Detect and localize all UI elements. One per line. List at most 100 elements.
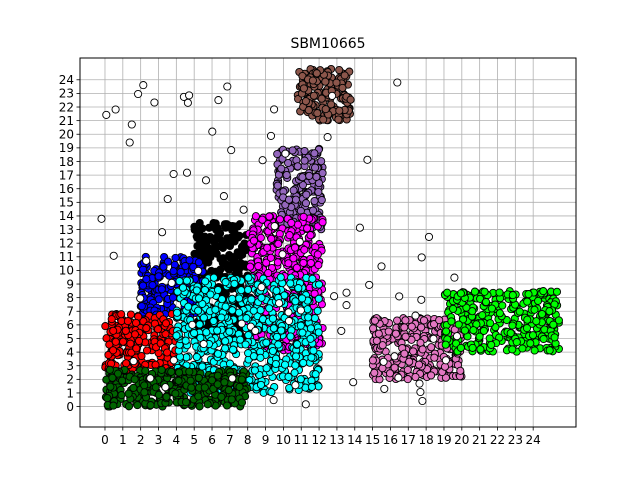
- scatter-point: [154, 390, 163, 399]
- scatter-point: [314, 328, 323, 337]
- scatter-point: [278, 250, 287, 259]
- scatter-point: [183, 98, 192, 107]
- scatter-point: [192, 232, 201, 241]
- scatter-point: [194, 266, 203, 275]
- scatter-point: [308, 274, 317, 283]
- x-tick-label: 8: [244, 433, 252, 447]
- y-tick-label: 16: [59, 182, 74, 196]
- scatter-point: [390, 363, 399, 372]
- scatter-point: [512, 338, 521, 347]
- scatter-point: [194, 306, 203, 315]
- scatter-point: [262, 338, 271, 347]
- scatter-point: [244, 331, 253, 340]
- scatter-point: [196, 333, 205, 342]
- scatter-point: [317, 157, 326, 166]
- scatter-point: [146, 401, 155, 410]
- scatter-point: [452, 332, 462, 341]
- y-tick-label: 10: [59, 264, 74, 278]
- scatter-point: [194, 294, 203, 303]
- scatter-point: [312, 172, 321, 181]
- scatter-point: [169, 267, 178, 276]
- scatter-point: [308, 76, 317, 85]
- scatter-point: [121, 326, 130, 335]
- scatter-point: [217, 295, 227, 304]
- scatter-point: [234, 266, 243, 276]
- y-tick-label: 17: [59, 168, 74, 182]
- scatter-point: [209, 316, 218, 326]
- y-tick-label: 23: [59, 87, 74, 101]
- scatter-point: [274, 340, 283, 349]
- scatter-point: [299, 258, 308, 267]
- scatter-point: [522, 324, 532, 333]
- scatter-point: [142, 256, 151, 265]
- scatter-point: [168, 293, 178, 302]
- scatter-point: [298, 180, 307, 190]
- scatter-point: [284, 158, 293, 168]
- scatter-point: [269, 396, 278, 405]
- scatter-point: [228, 294, 237, 303]
- scatter-point: [200, 285, 209, 295]
- scatter-point: [213, 349, 223, 358]
- scatter-point: [209, 273, 218, 282]
- scatter-point: [442, 327, 451, 336]
- y-tick-label: 12: [59, 236, 74, 250]
- scatter-point: [157, 365, 166, 374]
- scatter-point: [282, 170, 291, 180]
- scatter-point: [487, 340, 496, 349]
- scatter-point: [169, 169, 178, 179]
- scatter-point: [153, 325, 163, 334]
- scatter-point: [163, 348, 172, 357]
- scatter-point: [524, 290, 533, 299]
- scatter-point: [194, 373, 203, 382]
- scatter-point: [310, 149, 319, 158]
- scatter-point: [506, 329, 515, 338]
- scatter-point: [456, 366, 465, 375]
- scatter-point: [321, 105, 330, 114]
- scatter-point: [443, 288, 452, 297]
- scatter-point: [289, 254, 298, 263]
- scatter-point: [251, 326, 260, 335]
- scatter-point: [385, 369, 395, 378]
- scatter-point: [310, 196, 319, 206]
- scatter-point: [379, 357, 388, 366]
- scatter-point: [400, 323, 409, 332]
- scatter-point: [296, 321, 305, 330]
- scatter-point: [211, 305, 220, 314]
- scatter-point: [171, 389, 180, 398]
- scatter-point: [286, 279, 295, 288]
- y-tick-label: 7: [66, 305, 74, 319]
- scatter-point: [217, 392, 226, 401]
- scatter-point: [181, 336, 190, 345]
- y-tick-label: 24: [59, 73, 74, 87]
- scatter-point: [262, 364, 271, 373]
- scatter-point: [450, 273, 459, 282]
- scatter-point: [418, 396, 427, 406]
- y-tick-label: 19: [59, 141, 74, 155]
- scatter-point: [370, 368, 379, 377]
- scatter-point: [125, 138, 134, 147]
- scatter-point: [213, 371, 222, 380]
- scatter-point: [314, 280, 324, 289]
- scatter-point: [258, 215, 267, 224]
- data-points: [97, 64, 563, 411]
- scatter-point: [314, 294, 323, 303]
- x-tick-label: 24: [526, 433, 541, 447]
- scatter-point: [167, 367, 176, 376]
- scatter-point: [328, 91, 337, 100]
- scatter-point: [287, 218, 296, 227]
- scatter-point: [310, 314, 319, 323]
- scatter-point: [222, 401, 232, 410]
- scatter-point: [127, 120, 136, 129]
- scatter-point: [403, 375, 412, 384]
- scatter-point: [372, 336, 381, 345]
- scatter-point: [109, 401, 118, 410]
- scatter-point: [293, 340, 302, 349]
- scatter-point: [170, 260, 179, 269]
- y-tick-label: 4: [66, 345, 74, 359]
- scatter-point: [224, 386, 233, 395]
- scatter-point: [314, 382, 323, 391]
- scatter-point: [303, 305, 312, 314]
- scatter-point: [298, 173, 307, 182]
- scatter-point: [219, 192, 228, 201]
- scatter-point: [175, 277, 184, 286]
